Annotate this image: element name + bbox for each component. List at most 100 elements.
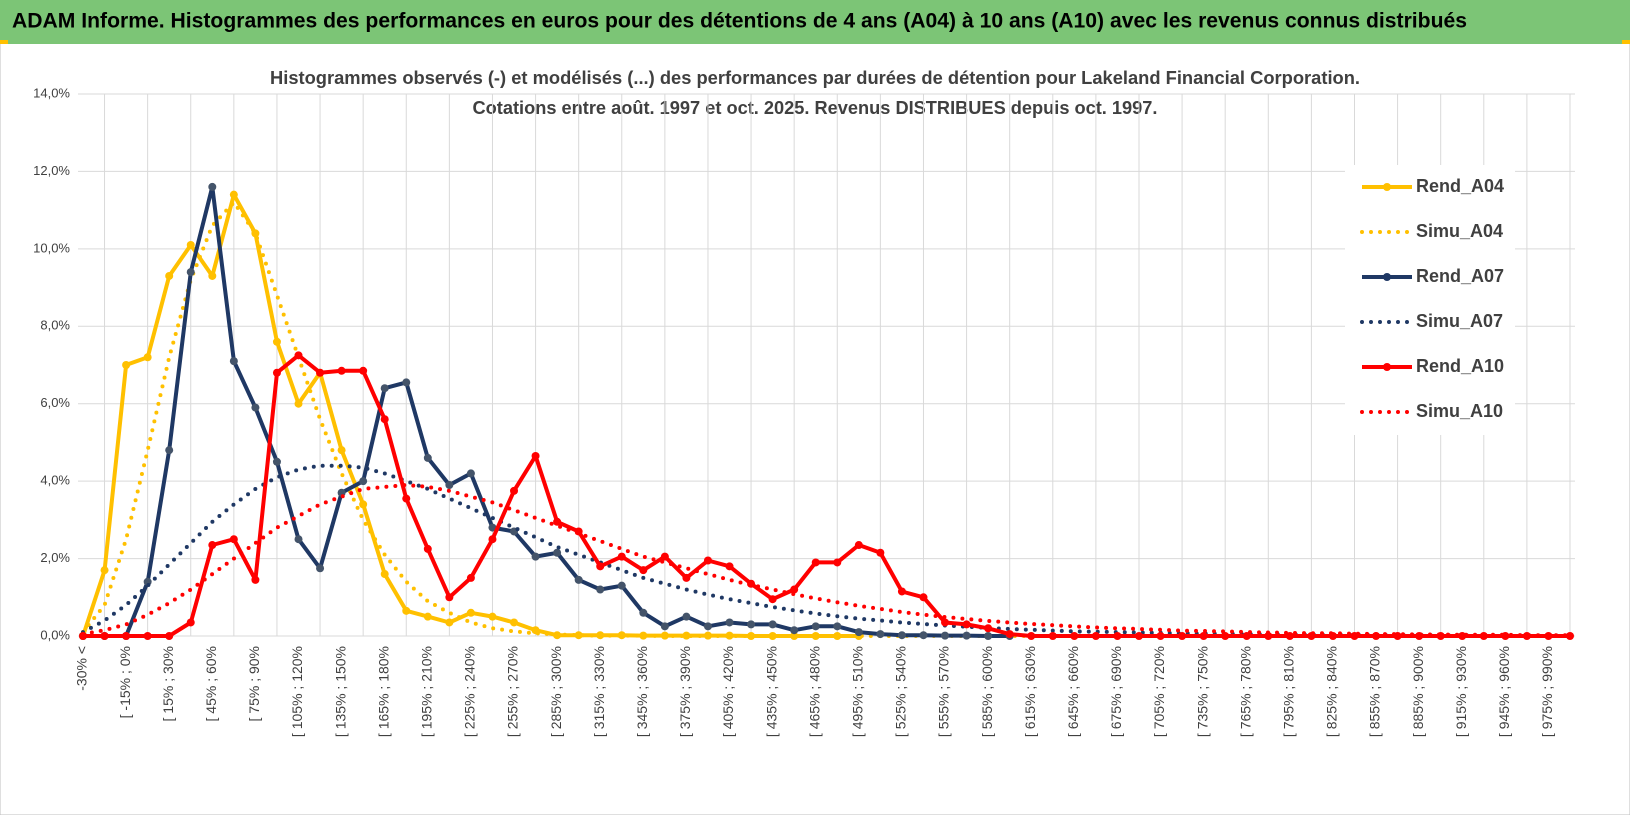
point: [833, 622, 842, 631]
point: [445, 618, 454, 627]
x-tick-label: [ 645% ; 660%: [1065, 646, 1081, 737]
point: [402, 378, 411, 387]
point: [1091, 632, 1100, 640]
point: [423, 612, 432, 621]
legend-label: Simu_A04: [1416, 221, 1503, 241]
point: [186, 240, 195, 249]
x-tick-label: [ 885% ; 900%: [1410, 646, 1426, 737]
point: [229, 357, 238, 366]
point: [380, 570, 389, 579]
x-tick-label: [ 465% ; 480%: [806, 646, 822, 737]
point: [811, 622, 820, 631]
x-tick-label: [ 195% ; 210%: [419, 646, 435, 737]
y-tick-label: 0,0%: [40, 627, 70, 642]
x-tick-label: [ 15% ; 30%: [160, 646, 176, 722]
point: [639, 608, 648, 617]
legend-label: Rend_A10: [1416, 356, 1504, 376]
point: [747, 620, 756, 629]
point: [1156, 632, 1165, 640]
point: [941, 618, 950, 627]
point: [251, 403, 260, 412]
series-line: [83, 353, 1570, 638]
point: [1005, 630, 1014, 639]
point: [790, 632, 799, 640]
point: [294, 351, 303, 360]
point: [466, 608, 475, 617]
point: [1242, 632, 1251, 640]
point: [423, 453, 432, 462]
point: [1178, 632, 1187, 640]
point: [919, 631, 928, 640]
point: [617, 581, 626, 590]
series-line: [81, 483, 1572, 638]
point: [682, 631, 691, 640]
point: [488, 523, 497, 532]
point: [229, 190, 238, 199]
point: [122, 632, 131, 640]
y-tick-label: 12,0%: [33, 163, 70, 178]
x-tick-label: [ 165% ; 180%: [375, 646, 391, 737]
point: [1048, 632, 1057, 640]
point: [919, 593, 928, 602]
x-tick-label: [ 555% ; 570%: [936, 646, 952, 737]
x-tick-label: [ 315% ; 330%: [591, 646, 607, 737]
point: [380, 384, 389, 393]
point: [984, 624, 993, 633]
point: [854, 541, 863, 550]
point: [165, 271, 174, 280]
point: [143, 632, 152, 640]
point: [553, 517, 562, 526]
point: [660, 552, 669, 561]
header-title: ADAM Informe. Histogrammes des performan…: [12, 10, 1467, 33]
point: [747, 632, 756, 640]
point: [682, 612, 691, 621]
point: [272, 337, 281, 346]
point: [466, 573, 475, 582]
point: [488, 612, 497, 621]
point: [122, 361, 131, 369]
x-tick-label: [ 225% ; 240%: [462, 646, 478, 737]
point: [423, 544, 432, 553]
x-tick-label: [ 135% ; 150%: [332, 646, 348, 737]
chart-subtitle: Cotations entre août. 1997 et oct. 2025.…: [473, 98, 1158, 118]
y-tick-label: 10,0%: [33, 240, 70, 255]
point: [790, 585, 799, 594]
legend-label: Simu_A07: [1416, 311, 1503, 331]
point: [811, 558, 820, 567]
point: [208, 182, 217, 191]
point: [488, 535, 497, 544]
x-tick-label: [ 375% ; 390%: [677, 646, 693, 737]
corner: [1622, 40, 1630, 44]
x-tick-label: [ 75% ; 90%: [246, 646, 262, 722]
y-tick-label: 4,0%: [40, 473, 70, 488]
point: [165, 446, 174, 455]
legend-marker: [1383, 363, 1391, 371]
point: [639, 631, 648, 640]
point: [725, 618, 734, 627]
point: [100, 566, 109, 575]
point: [833, 632, 842, 640]
point: [1134, 632, 1143, 640]
point: [445, 593, 454, 602]
point: [531, 552, 540, 561]
x-tick-label: [ 795% ; 810%: [1281, 646, 1297, 737]
point: [143, 353, 152, 362]
legend-label: Rend_A04: [1416, 176, 1504, 196]
point: [294, 399, 303, 408]
point: [833, 558, 842, 567]
point: [100, 632, 109, 640]
point: [596, 585, 605, 594]
point: [359, 477, 368, 486]
point: [186, 618, 195, 627]
header-bar: [0, 0, 1630, 44]
point: [703, 622, 712, 631]
point: [790, 626, 799, 635]
point: [1070, 632, 1079, 640]
y-tick-label: 14,0%: [33, 85, 70, 100]
legend-marker: [1383, 273, 1391, 281]
point: [186, 268, 195, 277]
point: [876, 630, 885, 639]
point: [962, 620, 971, 629]
point: [251, 575, 260, 584]
point: [380, 415, 389, 424]
